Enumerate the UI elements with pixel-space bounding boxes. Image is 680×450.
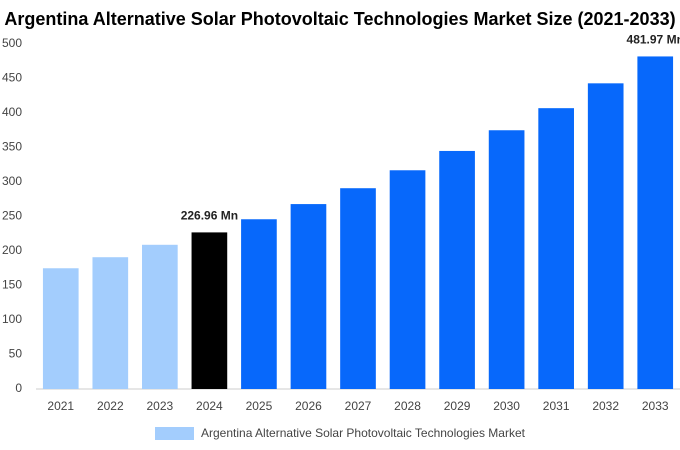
y-tick-label: 50 [9, 347, 23, 361]
y-tick-label: 100 [2, 312, 22, 326]
y-tick-label: 150 [2, 278, 22, 292]
bar [389, 170, 426, 389]
bar [142, 244, 178, 389]
bar [241, 219, 277, 389]
value-label: 226.96 Mn [181, 209, 238, 223]
x-tick-label: 2025 [246, 399, 273, 413]
y-tick-label: 350 [2, 140, 22, 154]
y-tick-label: 400 [2, 105, 22, 119]
bar [488, 130, 525, 389]
y-tick-label: 0 [15, 381, 22, 395]
x-tick-label: 2029 [444, 399, 471, 413]
x-tick-label: 2031 [543, 399, 570, 413]
x-tick-label: 2022 [97, 399, 124, 413]
x-tick-label: 2026 [295, 399, 322, 413]
y-tick-label: 250 [2, 209, 22, 223]
x-tick-label: 2033 [642, 399, 669, 413]
y-tick-label: 200 [2, 243, 22, 257]
x-tick-label: 2023 [146, 399, 173, 413]
bar [42, 268, 79, 389]
x-tick-label: 2027 [345, 399, 372, 413]
bar [191, 232, 228, 389]
y-tick-label: 500 [2, 36, 22, 50]
bar [587, 83, 624, 389]
bar [439, 150, 475, 389]
bar [538, 108, 574, 390]
bar [290, 204, 327, 389]
bar [637, 56, 674, 389]
chart-title: Argentina Alternative Solar Photovoltaic… [4, 9, 675, 29]
x-tick-label: 2024 [196, 399, 223, 413]
x-tick-label: 2028 [394, 399, 421, 413]
value-label: 481.97 Mn [627, 33, 680, 47]
bar [92, 257, 129, 389]
x-tick-label: 2030 [493, 399, 520, 413]
legend-label: Argentina Alternative Solar Photovoltaic… [201, 426, 526, 440]
x-tick-label: 2021 [47, 399, 74, 413]
y-tick-label: 300 [2, 174, 22, 188]
legend-swatch [155, 427, 194, 440]
x-tick-label: 2032 [592, 399, 619, 413]
y-tick-label: 450 [2, 71, 22, 85]
bar [340, 188, 376, 389]
